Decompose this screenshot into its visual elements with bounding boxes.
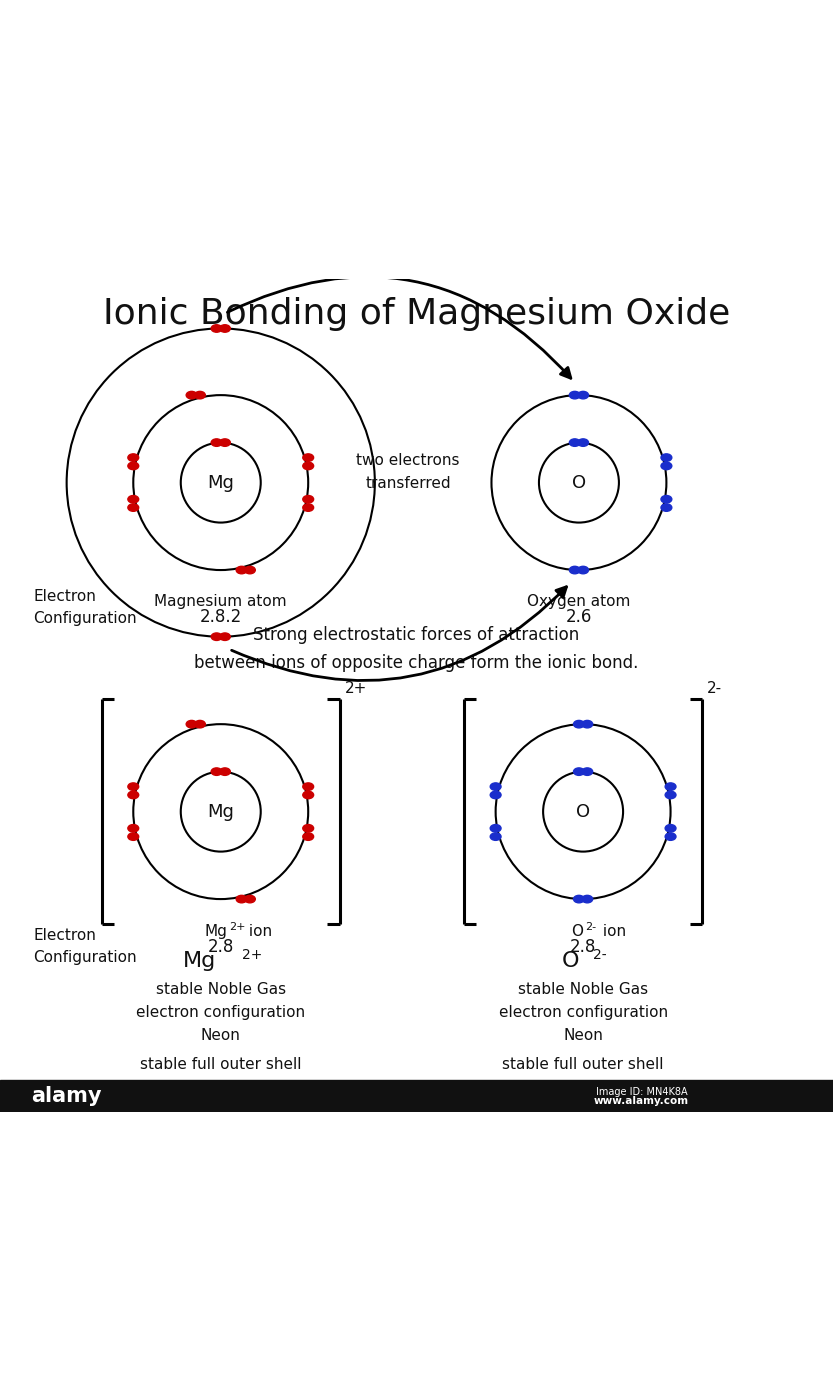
Text: O: O bbox=[576, 802, 590, 820]
Text: Electron
Configuration: Electron Configuration bbox=[33, 929, 137, 965]
Ellipse shape bbox=[665, 824, 676, 833]
FancyArrowPatch shape bbox=[232, 587, 566, 681]
Bar bbox=[0, 1080, 833, 1112]
Ellipse shape bbox=[490, 791, 501, 799]
Ellipse shape bbox=[490, 783, 501, 791]
Ellipse shape bbox=[661, 495, 671, 503]
Ellipse shape bbox=[302, 824, 313, 833]
Text: ion: ion bbox=[244, 924, 272, 940]
Ellipse shape bbox=[573, 767, 584, 776]
Text: alamy: alamy bbox=[32, 1086, 102, 1105]
Ellipse shape bbox=[194, 720, 205, 728]
Ellipse shape bbox=[490, 824, 501, 833]
Ellipse shape bbox=[219, 632, 230, 641]
Text: O: O bbox=[572, 474, 586, 492]
Ellipse shape bbox=[219, 439, 230, 446]
Ellipse shape bbox=[212, 439, 222, 446]
Ellipse shape bbox=[128, 824, 139, 833]
Text: stable full outer shell
of electrons: stable full outer shell of electrons bbox=[140, 1058, 302, 1095]
Ellipse shape bbox=[577, 566, 588, 574]
Text: Mg: Mg bbox=[207, 802, 234, 820]
Text: Electron
Configuration: Electron Configuration bbox=[33, 589, 137, 626]
Text: Ionic Bonding of Magnesium Oxide: Ionic Bonding of Magnesium Oxide bbox=[102, 297, 731, 331]
Ellipse shape bbox=[128, 791, 139, 799]
Ellipse shape bbox=[194, 392, 205, 399]
Text: Image ID: MN4K8A: Image ID: MN4K8A bbox=[596, 1087, 687, 1097]
Ellipse shape bbox=[237, 895, 247, 904]
Text: Mg: Mg bbox=[183, 951, 217, 970]
Text: Strong electrostatic forces of attraction
between ions of opposite charge form t: Strong electrostatic forces of attractio… bbox=[194, 627, 639, 673]
Ellipse shape bbox=[665, 791, 676, 799]
Ellipse shape bbox=[665, 833, 676, 841]
Text: stable Noble Gas
electron configuration
Neon: stable Noble Gas electron configuration … bbox=[136, 983, 306, 1042]
Ellipse shape bbox=[245, 895, 256, 904]
Text: 2+: 2+ bbox=[229, 922, 246, 931]
Text: 2+: 2+ bbox=[345, 681, 367, 696]
Text: two electrons
transferred: two electrons transferred bbox=[357, 453, 460, 491]
Text: Mg: Mg bbox=[207, 474, 234, 492]
Ellipse shape bbox=[128, 463, 139, 470]
Text: 2-: 2- bbox=[585, 922, 596, 931]
Ellipse shape bbox=[128, 783, 139, 791]
Ellipse shape bbox=[302, 783, 313, 791]
Text: Mg: Mg bbox=[204, 924, 227, 940]
Text: 2-: 2- bbox=[593, 948, 606, 962]
Ellipse shape bbox=[665, 783, 676, 791]
Text: Magnesium atom: Magnesium atom bbox=[154, 594, 287, 609]
Text: ion: ion bbox=[598, 924, 626, 940]
Ellipse shape bbox=[661, 503, 671, 512]
Ellipse shape bbox=[661, 463, 671, 470]
Ellipse shape bbox=[212, 632, 222, 641]
Text: 2-: 2- bbox=[707, 681, 722, 696]
Ellipse shape bbox=[573, 895, 584, 904]
Ellipse shape bbox=[661, 455, 671, 461]
Ellipse shape bbox=[581, 895, 592, 904]
Ellipse shape bbox=[128, 455, 139, 461]
Ellipse shape bbox=[581, 767, 592, 776]
Ellipse shape bbox=[302, 455, 313, 461]
Ellipse shape bbox=[302, 791, 313, 799]
Text: O: O bbox=[571, 924, 583, 940]
Text: www.alamy.com: www.alamy.com bbox=[594, 1097, 689, 1106]
Ellipse shape bbox=[186, 392, 197, 399]
Text: O: O bbox=[561, 951, 579, 970]
Text: Oxygen atom: Oxygen atom bbox=[527, 594, 631, 609]
Text: 2.8: 2.8 bbox=[207, 938, 234, 955]
Ellipse shape bbox=[570, 439, 580, 446]
Ellipse shape bbox=[570, 392, 580, 399]
Text: stable full outer shell
of electrons: stable full outer shell of electrons bbox=[502, 1058, 664, 1095]
Ellipse shape bbox=[212, 767, 222, 776]
Ellipse shape bbox=[128, 503, 139, 512]
Ellipse shape bbox=[219, 325, 230, 332]
Ellipse shape bbox=[581, 720, 592, 728]
Ellipse shape bbox=[490, 833, 501, 841]
Ellipse shape bbox=[128, 495, 139, 503]
Text: 2+: 2+ bbox=[242, 948, 262, 962]
Ellipse shape bbox=[212, 325, 222, 332]
Text: stable Noble Gas
electron configuration
Neon: stable Noble Gas electron configuration … bbox=[498, 983, 668, 1042]
Text: 2.8.2: 2.8.2 bbox=[200, 607, 242, 626]
Ellipse shape bbox=[577, 439, 588, 446]
Ellipse shape bbox=[302, 503, 313, 512]
Text: 2.6: 2.6 bbox=[566, 607, 592, 626]
Ellipse shape bbox=[128, 833, 139, 841]
Ellipse shape bbox=[245, 566, 256, 574]
Ellipse shape bbox=[302, 495, 313, 503]
Ellipse shape bbox=[219, 767, 230, 776]
Ellipse shape bbox=[302, 463, 313, 470]
Text: 2.8: 2.8 bbox=[570, 938, 596, 955]
Ellipse shape bbox=[577, 392, 588, 399]
Ellipse shape bbox=[186, 720, 197, 728]
Ellipse shape bbox=[237, 566, 247, 574]
Ellipse shape bbox=[302, 833, 313, 841]
FancyArrowPatch shape bbox=[227, 277, 571, 378]
Ellipse shape bbox=[570, 566, 580, 574]
Ellipse shape bbox=[573, 720, 584, 728]
